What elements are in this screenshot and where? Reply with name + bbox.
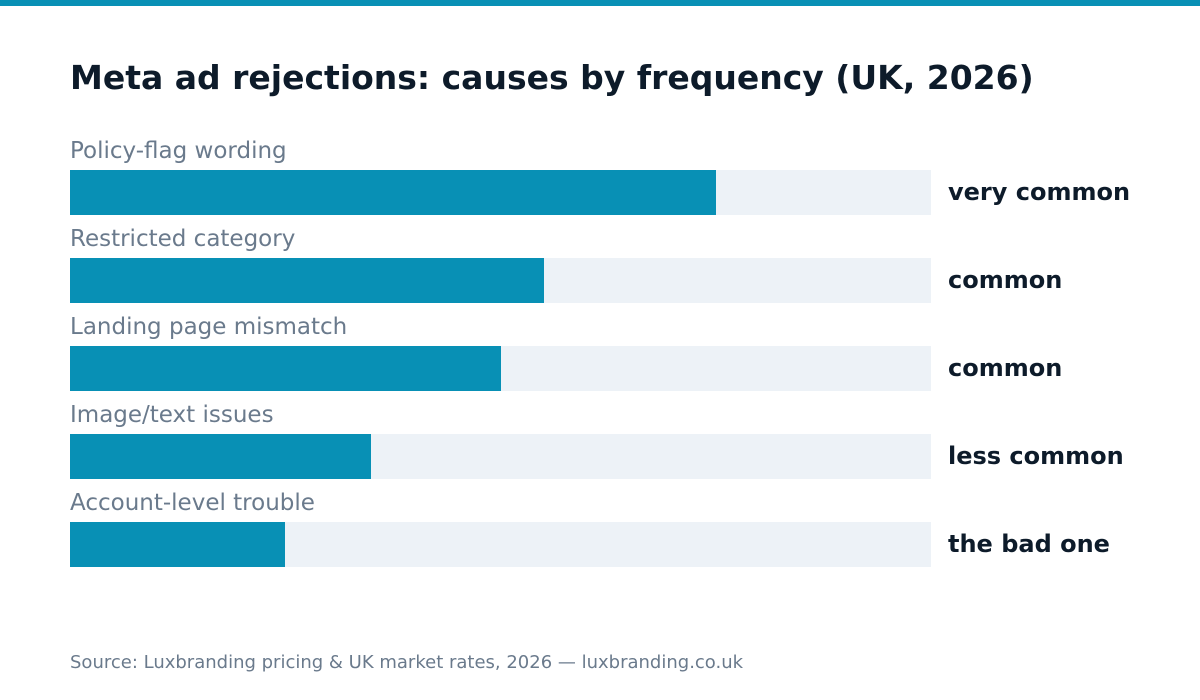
value-label: common: [948, 354, 1063, 382]
value-label: the bad one: [948, 530, 1110, 558]
category-label: Account-level trouble: [70, 490, 315, 516]
value-label: common: [948, 266, 1063, 294]
bar: [70, 258, 544, 303]
category-label: Restricted category: [70, 226, 296, 252]
value-label: less common: [948, 442, 1124, 470]
bar: [70, 434, 371, 479]
bar: [70, 170, 716, 215]
bar-track: [70, 346, 931, 391]
category-label: Policy-flag wording: [70, 138, 287, 164]
chart-title: Meta ad rejections: causes by frequency …: [70, 58, 1034, 97]
bar-track: [70, 258, 931, 303]
source-note: Source: Luxbranding pricing & UK market …: [70, 652, 744, 673]
value-label: very common: [948, 178, 1131, 206]
bar: [70, 346, 501, 391]
bar-track: [70, 170, 931, 215]
bar: [70, 522, 285, 567]
category-label: Image/text issues: [70, 402, 274, 428]
bar-track: [70, 522, 931, 567]
top-accent-stripe: [0, 0, 1200, 6]
bar-track: [70, 434, 931, 479]
category-label: Landing page mismatch: [70, 314, 348, 340]
